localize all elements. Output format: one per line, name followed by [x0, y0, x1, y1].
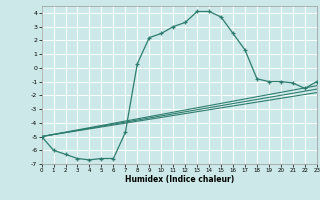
- X-axis label: Humidex (Indice chaleur): Humidex (Indice chaleur): [124, 175, 234, 184]
